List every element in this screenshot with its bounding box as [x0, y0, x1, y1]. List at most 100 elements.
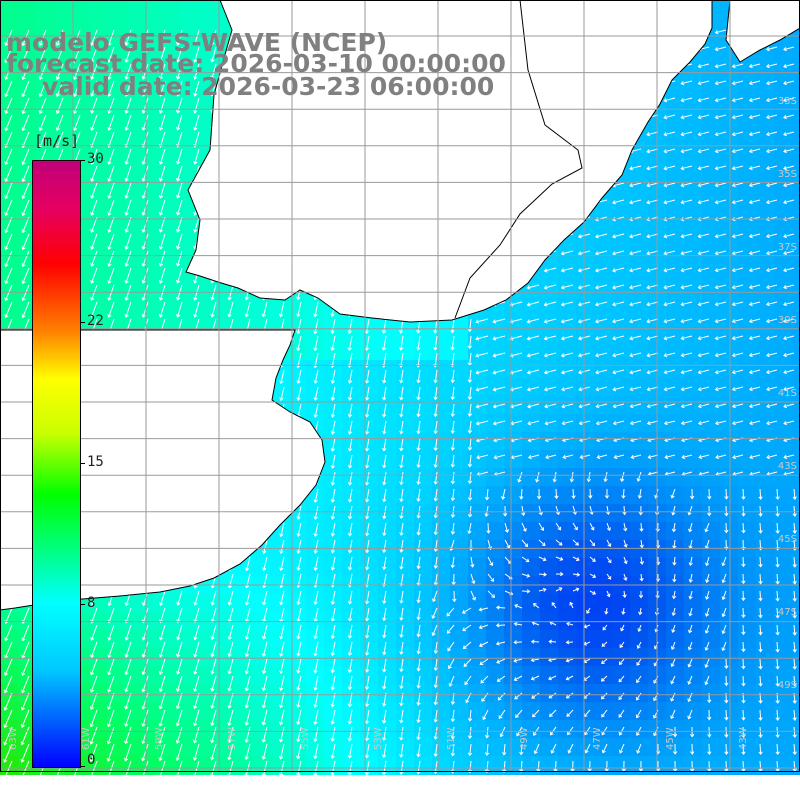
speed-cell	[684, 558, 703, 577]
speed-cell	[144, 90, 163, 109]
speed-cell	[90, 36, 109, 55]
speed-cell	[144, 18, 163, 37]
speed-cell	[558, 342, 577, 361]
speed-cell	[792, 630, 800, 649]
speed-cell	[522, 756, 541, 775]
speed-cell	[450, 702, 469, 721]
speed-cell	[144, 288, 163, 307]
speed-cell	[558, 648, 577, 667]
speed-cell	[774, 450, 793, 469]
speed-cell	[558, 360, 577, 379]
speed-cell	[702, 270, 721, 289]
speed-cell	[324, 630, 343, 649]
speed-cell	[324, 720, 343, 739]
speed-cell	[792, 216, 800, 235]
speed-cell	[540, 324, 559, 343]
speed-cell	[432, 558, 451, 577]
speed-cell	[72, 36, 91, 55]
speed-cell	[306, 504, 325, 523]
speed-cell	[126, 756, 145, 775]
speed-cell	[360, 468, 379, 487]
speed-cell	[108, 594, 127, 613]
speed-cell	[252, 684, 271, 703]
speed-cell	[666, 234, 685, 253]
speed-cell	[630, 144, 649, 163]
speed-cell	[144, 594, 163, 613]
speed-cell	[216, 288, 235, 307]
speed-cell	[774, 432, 793, 451]
speed-cell	[756, 468, 775, 487]
speed-cell	[756, 198, 775, 217]
speed-cell	[504, 324, 523, 343]
speed-cell	[738, 396, 757, 415]
speed-cell	[792, 486, 800, 505]
speed-cell	[126, 252, 145, 271]
speed-cell	[756, 342, 775, 361]
speed-cell	[576, 288, 595, 307]
speed-cell	[378, 342, 397, 361]
speed-cell	[792, 684, 800, 703]
speed-cell	[702, 648, 721, 667]
speed-cell	[486, 396, 505, 415]
speed-cell	[792, 144, 800, 163]
speed-cell	[792, 720, 800, 739]
speed-cell	[90, 18, 109, 37]
speed-cell	[558, 630, 577, 649]
speed-cell	[504, 396, 523, 415]
wind-arrow	[158, 29, 166, 46]
speed-cell	[738, 306, 757, 325]
speed-cell	[378, 378, 397, 397]
speed-cell	[540, 414, 559, 433]
speed-cell	[738, 162, 757, 181]
wind-arrow	[21, 29, 30, 47]
speed-cell	[234, 702, 253, 721]
speed-cell	[702, 486, 721, 505]
speed-cell	[576, 342, 595, 361]
speed-cell	[162, 0, 181, 19]
speed-cell	[576, 558, 595, 577]
speed-cell	[612, 270, 631, 289]
speed-cell	[774, 702, 793, 721]
speed-cell	[558, 486, 577, 505]
speed-cell	[252, 594, 271, 613]
speed-cell	[792, 450, 800, 469]
speed-cell	[558, 558, 577, 577]
speed-cell	[522, 558, 541, 577]
wind-arrow	[210, 46, 217, 63]
speed-cell	[486, 756, 505, 775]
speed-cell	[756, 504, 775, 523]
speed-cell	[612, 684, 631, 703]
colorbar-tick-mark	[80, 160, 85, 161]
speed-cell	[540, 666, 559, 685]
lat-label: 41S	[778, 388, 797, 399]
speed-cell	[630, 270, 649, 289]
speed-cell	[468, 468, 487, 487]
speed-cell	[684, 720, 703, 739]
speed-cell	[792, 126, 800, 145]
speed-cell	[702, 630, 721, 649]
speed-cell	[774, 144, 793, 163]
speed-cell	[306, 360, 325, 379]
speed-cell	[738, 126, 757, 145]
speed-cell	[108, 144, 127, 163]
speed-cell	[504, 540, 523, 559]
speed-cell	[144, 630, 163, 649]
speed-cell	[666, 126, 685, 145]
speed-cell	[702, 72, 721, 91]
speed-cell	[126, 702, 145, 721]
speed-cell	[180, 306, 199, 325]
speed-cell	[630, 162, 649, 181]
speed-cell	[54, 144, 73, 163]
speed-cell	[630, 252, 649, 271]
speed-cell	[774, 540, 793, 559]
speed-cell	[0, 738, 19, 757]
speed-cell	[0, 54, 19, 73]
speed-cell	[468, 450, 487, 469]
wind-arrow	[4, 29, 13, 47]
speed-cell	[288, 630, 307, 649]
speed-cell	[162, 18, 181, 37]
speed-cell	[540, 648, 559, 667]
speed-cell	[54, 72, 73, 91]
speed-cell	[666, 216, 685, 235]
speed-cell	[414, 558, 433, 577]
